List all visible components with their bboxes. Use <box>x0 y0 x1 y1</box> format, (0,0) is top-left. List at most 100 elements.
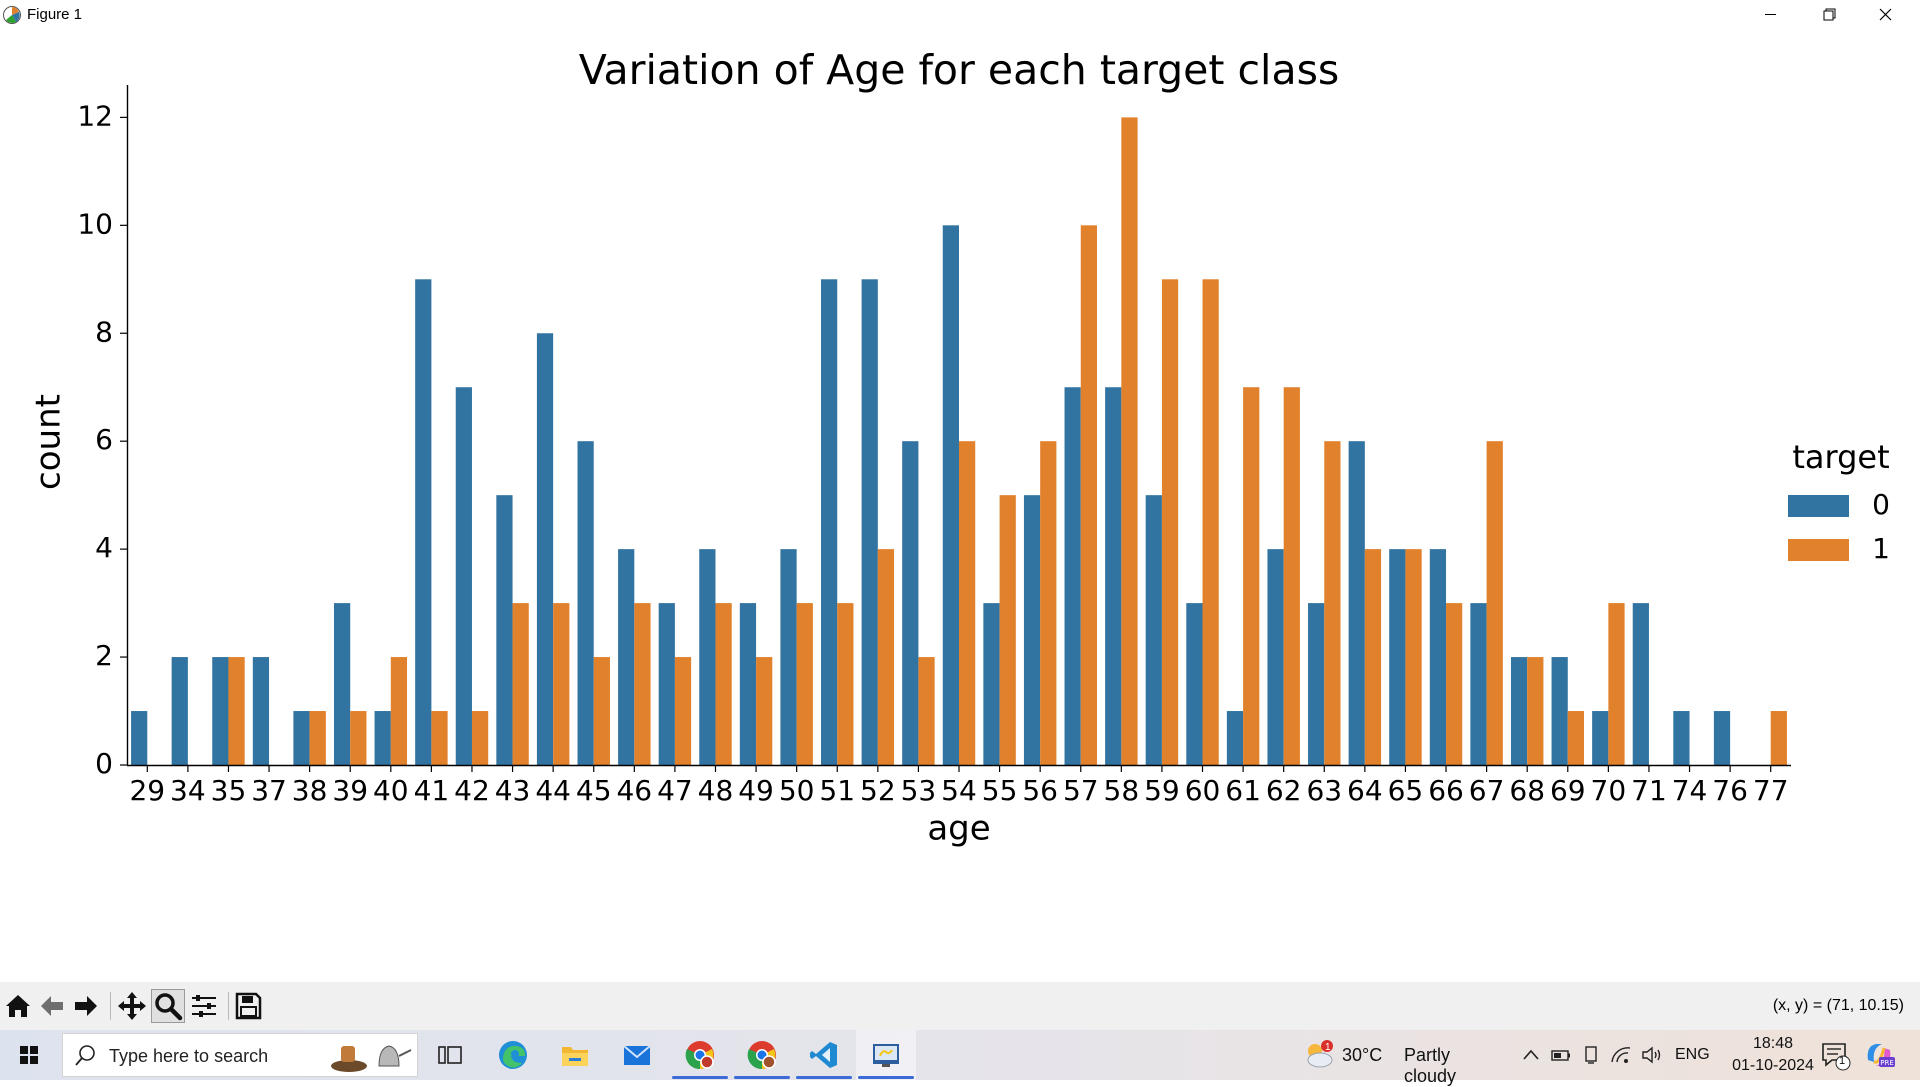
chrome-profile-button[interactable] <box>732 1030 792 1080</box>
x-tick-label: 64 <box>1347 774 1383 807</box>
bar-target-0-age-58 <box>1105 387 1122 765</box>
bar-target-0-age-43 <box>496 495 513 765</box>
notification-icon <box>1822 1043 1851 1071</box>
x-tick-label: 59 <box>1144 774 1180 807</box>
bar-target-1-age-56 <box>1040 441 1057 765</box>
home-button[interactable] <box>2 990 34 1022</box>
mail-icon <box>623 1045 651 1065</box>
bar-target-1-age-54 <box>959 441 976 765</box>
navigation-toolbar: (x, y) = (71, 10.15) <box>0 982 1920 1030</box>
x-tick-label: 53 <box>901 774 937 807</box>
bar-target-0-age-69 <box>1551 657 1568 765</box>
x-tick-label: 63 <box>1306 774 1342 807</box>
legend: target 0 1 <box>1788 438 1890 565</box>
bar-target-1-age-62 <box>1283 387 1300 765</box>
bar-target-0-age-62 <box>1267 549 1284 765</box>
minimize-button[interactable] <box>1741 0 1799 30</box>
configure-subplots-button[interactable] <box>188 990 220 1022</box>
bar-target-1-age-77 <box>1770 711 1787 765</box>
x-axis-label: age <box>927 809 990 849</box>
bar-target-0-age-52 <box>861 279 878 765</box>
bar-target-1-age-70 <box>1608 603 1625 765</box>
maximize-button[interactable] <box>1799 0 1857 30</box>
clock-time[interactable]: 18:48 <box>1752 1035 1794 1052</box>
bar-target-0-age-46 <box>618 549 635 765</box>
bar-target-1-age-40 <box>390 657 408 765</box>
back-button[interactable] <box>36 990 68 1022</box>
legend-title: target <box>1792 438 1889 476</box>
clock-date[interactable]: 01-10-2024 <box>1732 1057 1814 1074</box>
bar-target-0-age-55 <box>983 603 1000 765</box>
bar-target-0-age-59 <box>1145 495 1162 765</box>
y-tick-label: 0 <box>95 747 113 780</box>
bar-target-1-age-51 <box>837 603 854 765</box>
legend-label-1: 1 <box>1872 532 1890 565</box>
chevron-up-icon <box>1523 1049 1539 1060</box>
weather-widget[interactable]: 1 30°C Partly cloudy <box>1300 1030 1500 1086</box>
bar-target-1-age-61 <box>1243 387 1260 765</box>
x-tick-label: 51 <box>819 774 855 807</box>
bar-target-0-age-49 <box>739 603 757 765</box>
file-explorer-button[interactable] <box>545 1030 605 1080</box>
x-tick-label: 42 <box>454 774 490 807</box>
x-tick-label: 34 <box>170 774 206 807</box>
x-tick-label: 58 <box>1104 774 1140 807</box>
restore-icon <box>1823 8 1836 21</box>
copilot-button[interactable]: PRE <box>1862 1038 1896 1072</box>
language-indicator[interactable]: ENG <box>1675 1046 1710 1063</box>
bar-target-0-age-34 <box>171 657 188 765</box>
y-tick-label: 8 <box>95 315 113 348</box>
x-tick-label: 43 <box>495 774 531 807</box>
task-view-button[interactable] <box>420 1030 480 1080</box>
close-button[interactable] <box>1857 0 1915 30</box>
x-tick-label: 38 <box>292 774 328 807</box>
active-indicator <box>858 1076 914 1079</box>
edge-button[interactable] <box>483 1030 543 1080</box>
edge-icon <box>499 1041 527 1069</box>
bar-target-0-age-41 <box>415 279 432 765</box>
x-tick-label: 39 <box>332 774 368 807</box>
x-tick-label: 29 <box>129 774 165 807</box>
x-tick-label: 35 <box>211 774 247 807</box>
python-figure-button[interactable] <box>856 1030 916 1080</box>
device-icon <box>1585 1046 1597 1064</box>
toolbar-separator <box>228 992 229 1020</box>
wifi-button[interactable] <box>1609 1044 1633 1066</box>
figure-canvas[interactable]: Variation of Age for each target class c… <box>0 30 1920 982</box>
bar-target-1-age-63 <box>1324 441 1341 765</box>
bar-target-0-age-70 <box>1592 711 1609 765</box>
bar-target-1-age-45 <box>593 657 610 765</box>
mail-button[interactable] <box>607 1030 667 1080</box>
notification-center-button[interactable]: 1 <box>1818 1038 1852 1072</box>
svg-text:PRE: PRE <box>1880 1059 1894 1067</box>
bar-target-0-age-42 <box>455 387 472 765</box>
notification-count: 1 <box>1839 1055 1846 1067</box>
volume-button[interactable] <box>1640 1044 1664 1066</box>
x-tick-label: 70 <box>1591 774 1627 807</box>
start-button[interactable] <box>0 1030 58 1080</box>
bar-target-1-age-68 <box>1527 657 1544 765</box>
x-tick-label: 52 <box>860 774 896 807</box>
bar-target-0-age-29 <box>131 711 148 765</box>
coordinate-readout: (x, y) = (71, 10.15) <box>1772 997 1904 1014</box>
x-tick-label: 77 <box>1753 774 1789 807</box>
zoom-button[interactable] <box>151 989 185 1023</box>
chrome-button[interactable] <box>670 1030 730 1080</box>
vscode-button[interactable] <box>794 1030 854 1080</box>
save-button[interactable] <box>232 990 264 1022</box>
taskbar-search-box[interactable]: Type here to search <box>62 1033 418 1077</box>
y-tick-label: 10 <box>77 207 113 240</box>
battery-button[interactable] <box>1549 1044 1573 1066</box>
network-device-button[interactable] <box>1580 1044 1602 1066</box>
x-tick-label: 67 <box>1469 774 1505 807</box>
bar-target-1-age-38 <box>309 711 326 765</box>
show-hidden-icons-button[interactable] <box>1520 1044 1542 1066</box>
bar-target-0-age-66 <box>1429 549 1447 765</box>
y-tick-label: 6 <box>95 423 113 456</box>
pan-button[interactable] <box>116 990 148 1022</box>
forward-button[interactable] <box>70 990 102 1022</box>
x-tick-label: 37 <box>251 774 287 807</box>
bar-target-1-age-52 <box>877 549 895 765</box>
bar-target-0-age-61 <box>1226 711 1244 765</box>
title-bar: Figure 1 <box>0 0 1920 30</box>
